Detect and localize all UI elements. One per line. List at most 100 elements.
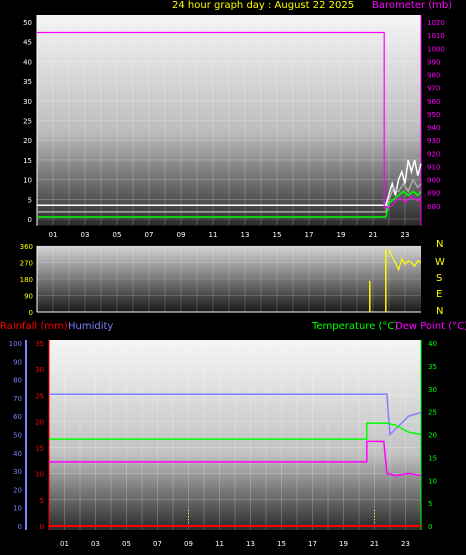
direction-panel-plot-area — [37, 246, 421, 312]
humidity-hour-tick-label: 15 — [277, 540, 286, 548]
temperature-tick-label: 0 — [428, 523, 432, 531]
humidity-tick-label: 80 — [13, 377, 22, 385]
rainfall-tick-label: 30 — [35, 366, 44, 374]
rainfall-axis-label: Rainfall (mm) — [0, 321, 68, 332]
humidity-panel-plot-area — [49, 340, 421, 530]
windspeed-line — [37, 159, 422, 206]
windspeed-tick-label: 45 — [23, 39, 32, 47]
barometer-tick-label: 890 — [427, 190, 440, 198]
humidity-tick-label: 60 — [13, 413, 22, 421]
humidity-line — [49, 393, 422, 437]
humidity-hour-tick-label: 05 — [122, 540, 131, 548]
windspeed-tick-label: 10 — [23, 177, 32, 185]
barometer-tick-label: 970 — [427, 85, 440, 93]
windspeed-tick-label: 35 — [23, 78, 32, 86]
compass-label-s: S — [436, 273, 443, 284]
humidity-tick-label: 70 — [13, 395, 22, 403]
barometer-tick-label: 910 — [427, 163, 440, 171]
rainfall-tick-label: 0 — [40, 523, 44, 531]
humidity-hour-tick-label: 11 — [215, 540, 224, 548]
humidity-tick-label: 20 — [13, 486, 22, 494]
rainfall-tick-label: 5 — [40, 497, 44, 505]
temperature-tick-label: 5 — [428, 500, 432, 508]
rainfall-tick-label: 10 — [35, 471, 44, 479]
direction-tick-label: 90 — [24, 293, 33, 301]
gust-line — [37, 177, 422, 213]
humidity-tick-label: 10 — [13, 505, 22, 513]
direction-tick-label: 180 — [20, 276, 33, 284]
dew-point-axis-label: Dew Point (°C) — [395, 321, 466, 332]
windspeed-tick-label: 20 — [23, 137, 32, 145]
wind-hour-tick-label: 09 — [177, 231, 186, 239]
humidity-hour-tick-label: 01 — [60, 540, 69, 548]
windspeed-tick-label: 0 — [28, 216, 32, 224]
humidity-tick-label: 50 — [13, 432, 22, 440]
temperature-tick-label: 20 — [428, 432, 437, 440]
humidity-tick-label: 0 — [18, 523, 22, 531]
rainfall-tick-label: 15 — [35, 445, 44, 453]
temperature-axis-label: Temperature (°C) — [312, 321, 399, 332]
wind-hour-tick-label: 19 — [337, 231, 346, 239]
wind-panel-plot-area — [37, 15, 421, 226]
wind-hour-tick-label: 13 — [241, 231, 250, 239]
barometer-tick-label: 990 — [427, 58, 440, 66]
barometer-tick-label: 960 — [427, 98, 440, 106]
wind-hour-tick-label: 11 — [209, 231, 218, 239]
barometer-tick-label: 880 — [427, 203, 440, 211]
humidity-hour-tick-label: 21 — [370, 540, 379, 548]
compass-label-n-bottom: N — [436, 306, 444, 317]
temperature-tick-label: 25 — [428, 409, 437, 417]
barometer-tick-label: 920 — [427, 150, 440, 158]
temperature-tick-label: 30 — [428, 386, 437, 394]
windspeed-tick-label: 15 — [23, 157, 32, 165]
temperature-tick-label: 35 — [428, 363, 437, 371]
direction-tick-label: 0 — [29, 309, 33, 317]
compass-label-n-top: N — [436, 239, 444, 250]
barometer-tick-label: 1010 — [427, 32, 445, 40]
humidity-tick-label: 30 — [13, 468, 22, 476]
humidity-tick-label: 90 — [13, 358, 22, 366]
wind-direction-line — [388, 249, 422, 272]
humidity-hour-tick-label: 17 — [308, 540, 317, 548]
barometer-tick-label: 950 — [427, 111, 440, 119]
wind-hour-tick-label: 23 — [401, 231, 410, 239]
temperature-tick-label: 15 — [428, 454, 437, 462]
wind-hour-tick-label: 21 — [369, 231, 378, 239]
wind-hour-tick-label: 17 — [305, 231, 314, 239]
windspeed-tick-label: 50 — [23, 19, 32, 27]
barometer-line — [37, 31, 422, 210]
humidity-hour-tick-label: 03 — [91, 540, 100, 548]
temperature-tick-label: 40 — [428, 340, 437, 348]
wind-hour-tick-label: 15 — [273, 231, 282, 239]
temperature-line — [49, 422, 422, 440]
windspeed-axis-label: Windspeed (kph) — [33, 0, 118, 11]
direction-tick-label: 360 — [20, 243, 33, 251]
humidity-hour-tick-label: 23 — [401, 540, 410, 548]
chart-title: 24 hour graph day : August 22 2025 — [172, 0, 355, 11]
temperature-tick-label: 10 — [428, 477, 437, 485]
windspeed-tick-label: 40 — [23, 58, 32, 66]
wind-hour-tick-label: 07 — [145, 231, 154, 239]
barometer-tick-label: 1020 — [427, 19, 445, 27]
windspeed-tick-label: 30 — [23, 98, 32, 106]
barometer-tick-label: 980 — [427, 72, 440, 80]
compass-label-e: E — [436, 289, 443, 300]
wind-green-line — [37, 190, 422, 218]
humidity-hour-tick-label: 07 — [153, 540, 162, 548]
rainfall-tick-label: 25 — [35, 392, 44, 400]
barometer-tick-label: 1000 — [427, 45, 445, 53]
windspeed-tick-label: 5 — [28, 196, 32, 204]
rainfall-tick-label: 20 — [35, 418, 44, 426]
humidity-tick-label: 40 — [13, 450, 22, 458]
humidity-tick-label: 100 — [9, 340, 22, 348]
wind-hour-tick-label: 03 — [81, 231, 90, 239]
dew-point-line — [49, 440, 422, 477]
humidity-hour-tick-label: 19 — [339, 540, 348, 548]
humidity-axis-label: Humidity — [68, 321, 114, 332]
windspeed-tick-label: 25 — [23, 118, 32, 126]
direction-tick-label: 270 — [20, 260, 33, 268]
wind-hour-tick-label: 05 — [113, 231, 122, 239]
rainfall-tick-label: 35 — [35, 340, 44, 348]
